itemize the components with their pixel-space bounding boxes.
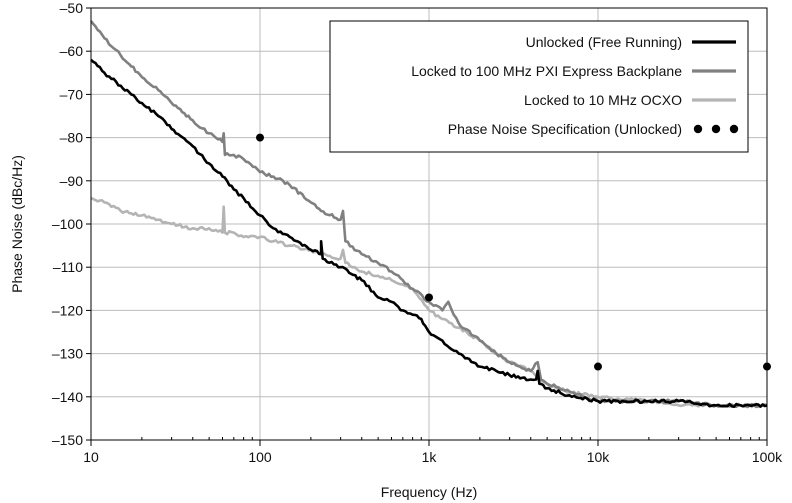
x-tick-label: 10k (587, 449, 611, 465)
series-line-1 (90, 58, 768, 408)
x-tick-label: 10 (83, 449, 99, 465)
spec-point (425, 293, 433, 302)
x-axis-title: Frequency (Hz) (381, 484, 477, 500)
y-tick-label: –50 (60, 0, 84, 16)
legend-label: Locked to 100 MHz PXI Express Backplane (411, 63, 682, 79)
spec-point (256, 133, 264, 142)
x-tick-label: 1k (422, 449, 438, 465)
y-tick-label: –130 (52, 346, 83, 362)
y-axis-title: Phase Noise (dBc/Hz) (9, 155, 25, 293)
y-tick-label: –100 (52, 216, 83, 232)
y-tick-label: –140 (52, 389, 83, 405)
y-tick-label: –70 (60, 86, 84, 102)
y-tick-label: –60 (60, 43, 84, 59)
x-tick-label: 100 (248, 449, 272, 465)
legend-dot (711, 124, 721, 134)
y-tick-label: –80 (60, 130, 84, 146)
y-tick-label: –110 (53, 259, 83, 275)
axis-ticks: –50–60–70–80–90–100–110–120–130–140–1501… (52, 0, 783, 465)
legend-box (329, 20, 749, 153)
legend-dot (729, 124, 739, 134)
series-layer (89, 20, 771, 409)
spec-point (594, 362, 602, 371)
legend-label: Unlocked (Free Running) (526, 34, 682, 50)
legend-label: Phase Noise Specification (Unlocked) (448, 121, 682, 137)
y-tick-label: –120 (52, 302, 83, 318)
y-tick-label: –90 (60, 173, 84, 189)
y-tick-label: –150 (52, 432, 83, 448)
legend-label: Locked to 10 MHz OCXO (524, 92, 682, 108)
legend-dot (693, 124, 703, 134)
x-tick-label: 100k (752, 449, 783, 465)
legend: Unlocked (Free Running) Locked to 100 MHz… (329, 20, 749, 153)
